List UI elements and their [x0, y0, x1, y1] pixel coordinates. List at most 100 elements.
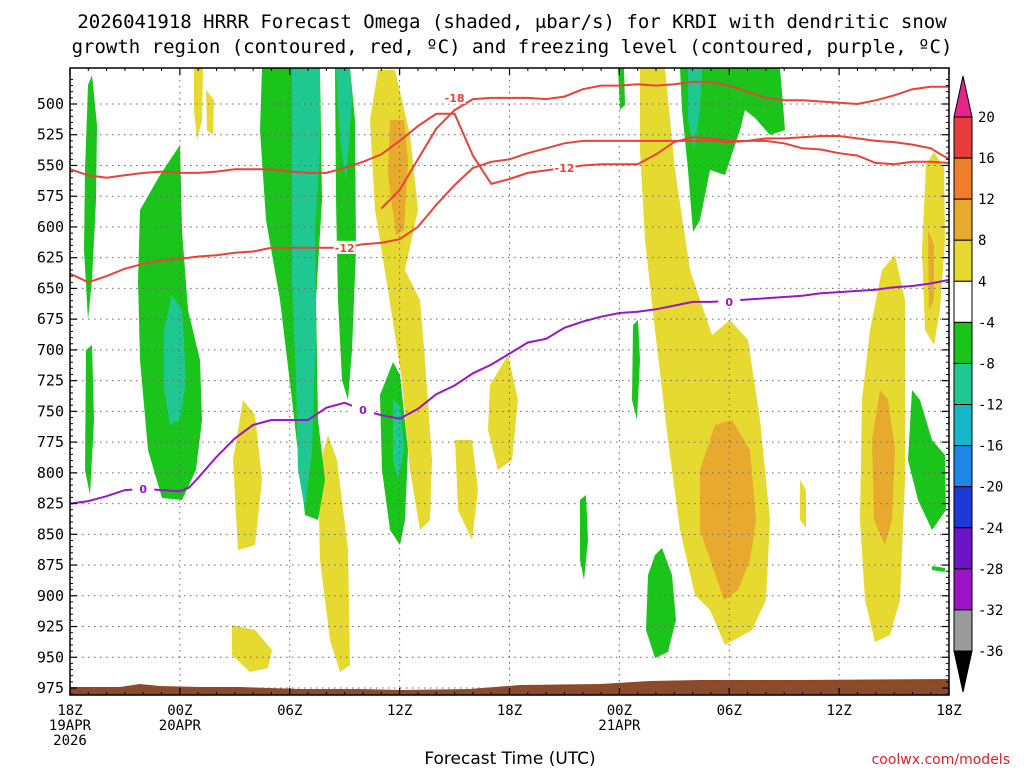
- omega-shade: [932, 566, 945, 572]
- colorbar-tick-label: -28: [978, 562, 1003, 578]
- y-tick-label: 500: [37, 95, 64, 113]
- x-axis-label: Forecast Time (UTC): [424, 749, 595, 768]
- omega-shade: [908, 390, 946, 530]
- x-tick-label: 06Z: [717, 703, 742, 719]
- omega-shade: [488, 355, 518, 470]
- contour-label-bg: [132, 481, 155, 495]
- colorbar-segment: [953, 527, 973, 570]
- freezing-level-line: [70, 278, 949, 505]
- x-tick-label: 00Z: [167, 703, 192, 719]
- colorbar-tick-label: 12: [978, 192, 995, 208]
- y-tick-label: 550: [37, 156, 64, 174]
- omega-shade: [206, 90, 214, 135]
- contour-label-bg: [352, 403, 374, 417]
- plot-area: -18 -12 -12 0 0 0: [70, 68, 949, 695]
- colorbar-tick-label: 20: [978, 110, 995, 126]
- x-tick-label: 18Z: [57, 703, 82, 719]
- x-tick-label: 2026: [53, 733, 87, 749]
- colorbar-tick-label: -12: [978, 398, 1003, 414]
- y-tick-label: 725: [37, 372, 64, 390]
- contour-label-bg: [553, 160, 576, 174]
- omega-shade: [84, 75, 97, 320]
- dgz-isotherm-line: [380, 80, 949, 210]
- x-tick-label: 19APR: [49, 718, 92, 734]
- colorbar-tick-label: -32: [978, 603, 1003, 619]
- x-tick-label: 00Z: [607, 703, 632, 719]
- contour-label-bg: [443, 90, 466, 104]
- y-tick-label: 850: [37, 525, 64, 543]
- omega-shade: [646, 548, 676, 658]
- contour-label: 0: [139, 483, 147, 496]
- colorbar-tick-label: -8: [978, 356, 995, 372]
- omega-shade: [700, 420, 756, 600]
- y-tick-label: 975: [37, 679, 64, 697]
- y-tick-label: 750: [37, 402, 64, 420]
- omega-shade: [393, 400, 404, 480]
- colorbar-segment: [953, 157, 973, 200]
- colorbar-bottom-triangle: [953, 650, 973, 693]
- colorbar-segment: [953, 280, 973, 323]
- y-tick-label: 775: [37, 433, 64, 451]
- colorbar-tick-label: -16: [978, 439, 1003, 455]
- omega-shade: [194, 68, 203, 140]
- x-tick-label: 18Z: [936, 703, 961, 719]
- x-tick-label: 18Z: [497, 703, 522, 719]
- omega-positive-8-12: [388, 120, 934, 600]
- y-tick-label: 575: [37, 187, 64, 205]
- omega-shade: [85, 345, 94, 495]
- y-tick-label: 825: [37, 495, 64, 513]
- x-tick-label: 12Z: [826, 703, 851, 719]
- colorbar-tick-label: 8: [978, 233, 986, 249]
- contour-label: -12: [335, 242, 355, 255]
- colorbar-segment: [953, 404, 973, 447]
- x-tick-label: 21APR: [598, 718, 641, 734]
- y-tick-label: 925: [37, 618, 64, 636]
- x-tick-label: 06Z: [277, 703, 302, 719]
- colorbar-tick-label: -4: [978, 315, 995, 331]
- colorbar-tick-label: 16: [978, 151, 995, 167]
- omega-shade: [455, 440, 478, 540]
- chart-title-line1: 2026041918 HRRR Forecast Omega (shaded, …: [77, 11, 947, 33]
- contour-label: -12: [555, 162, 575, 175]
- omega-shade: [388, 120, 408, 235]
- omega-shade: [370, 70, 432, 530]
- x-tick-label: 12Z: [387, 703, 412, 719]
- omega-shade: [680, 68, 785, 232]
- colorbar-segment: [953, 198, 973, 241]
- colorbar-segment: [953, 239, 973, 282]
- colorbar-segment: [953, 362, 973, 406]
- colorbar-tick-label: -36: [978, 644, 1003, 660]
- colorbar-segment: [953, 321, 973, 364]
- omega-shade: [336, 68, 352, 180]
- contour-lines: -18 -12 -12 0 0 0: [70, 80, 949, 505]
- x-tick-label: 20APR: [159, 718, 202, 734]
- colorbar-tick-label: -24: [978, 521, 1003, 537]
- colorbar-segment: [953, 486, 973, 529]
- y-tick-label: 675: [37, 310, 64, 328]
- omega-shade: [928, 230, 934, 310]
- dgz-isotherm-line: [70, 135, 949, 284]
- y-tick-label: 525: [37, 126, 64, 144]
- contour-label: -18: [445, 92, 465, 105]
- y-tick-label: 650: [37, 279, 64, 297]
- omega-shade: [580, 495, 588, 580]
- colorbar-segment: [953, 445, 973, 488]
- contour-label: 0: [359, 404, 367, 417]
- colorbar: 20 16 12 8 4 -4 -8 -12 -16 -20 -24 -28 -32 -36: [953, 75, 1003, 693]
- chart-title-line2: growth region (contoured, red, ºC) and f…: [72, 36, 953, 58]
- colorbar-segment: [953, 609, 973, 652]
- colorbar-top-triangle: [953, 75, 973, 118]
- colorbar-tick-label: 4: [978, 274, 986, 290]
- contour-label-bg: [718, 294, 741, 308]
- omega-negative-8-12: [164, 68, 702, 510]
- credit-text: coolwx.com/models: [872, 752, 1010, 768]
- y-axis: 500 525 550 575 600 625 650 675 700 725 750 775 800 8…: [37, 78, 949, 697]
- omega-shade: [335, 68, 356, 400]
- dgz-isotherm-line: [70, 112, 949, 186]
- omega-shade: [292, 68, 320, 510]
- omega-shade: [233, 400, 262, 550]
- omega-shade: [164, 295, 186, 425]
- y-tick-label: 800: [37, 464, 64, 482]
